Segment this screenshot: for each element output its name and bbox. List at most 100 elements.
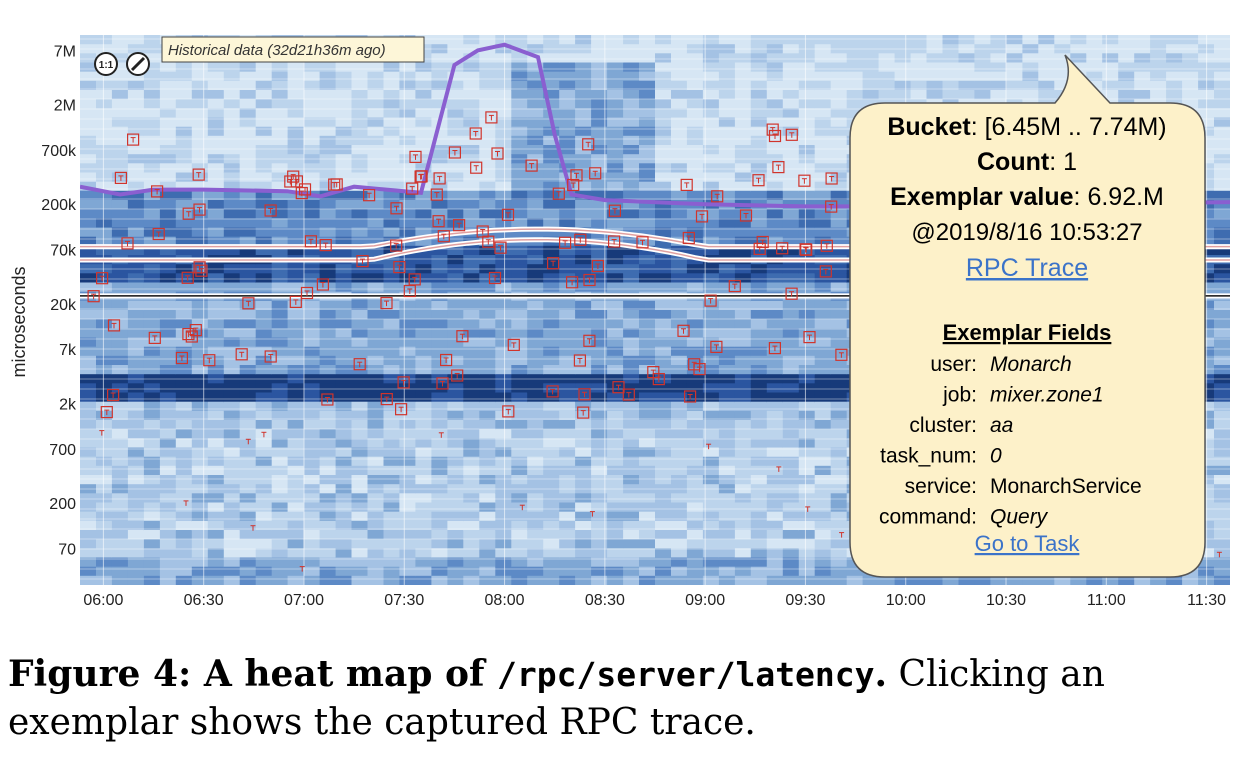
exemplar-marker[interactable] [803,331,816,344]
exemplar-marker[interactable] [583,334,596,347]
exemplar-marker[interactable] [289,295,302,308]
exemplar-marker[interactable] [825,200,838,213]
exemplar-marker[interactable] [403,284,416,298]
go-to-task-link[interactable]: Go to Task [975,531,1081,556]
exemplar-marker[interactable] [491,147,504,160]
exemplar-marker[interactable] [820,239,833,252]
exemplar-marker[interactable] [652,373,665,386]
exemplar-marker[interactable] [415,170,428,183]
exemplar-marker[interactable] [316,278,329,291]
exemplar-marker[interactable] [819,265,832,278]
exemplar-marker[interactable] [448,146,461,159]
exemplar-marker[interactable] [456,330,469,343]
exemplar-marker[interactable] [300,286,314,300]
exemplar-marker[interactable] [395,403,408,416]
exemplar-marker[interactable] [408,273,421,286]
exemplar-marker[interactable] [501,208,515,221]
exemplar-marker[interactable] [570,169,583,182]
exemplar-marker[interactable] [436,377,449,390]
exemplar-marker[interactable] [397,376,410,389]
exemplar-marker[interactable] [290,175,303,188]
exemplar-marker[interactable] [192,168,205,181]
exemplar-marker[interactable] [438,432,444,438]
exemplar-marker[interactable] [261,431,267,438]
exemplar-marker[interactable] [393,261,406,274]
exemplar-marker[interactable] [353,358,366,371]
exemplar-marker[interactable] [589,167,602,180]
exemplar-marker[interactable] [753,242,766,255]
exemplar-marker[interactable] [825,172,838,185]
exemplar-marker[interactable] [565,276,579,289]
exemplar-marker[interactable] [710,340,723,353]
exemplar-marker[interactable] [695,210,709,223]
exemplar-marker[interactable] [776,466,782,472]
exemplar-marker[interactable] [578,388,591,401]
exemplar-marker[interactable] [250,525,256,531]
exemplar-marker[interactable] [612,381,625,394]
exemplar-marker[interactable] [546,385,559,398]
exemplar-marker[interactable] [299,566,305,572]
exemplar-marker[interactable] [203,354,216,367]
exemplar-marker[interactable] [183,500,189,506]
exemplar-marker[interactable] [100,406,113,419]
exemplar-marker[interactable] [195,264,208,277]
exemplar-marker[interactable] [121,237,134,250]
exemplar-marker[interactable] [752,174,765,187]
exemplar-marker[interactable] [583,273,596,287]
exemplar-marker[interactable] [482,235,495,248]
exemplar-marker[interactable] [768,342,782,355]
exemplar-marker[interactable] [607,235,621,248]
exemplar-marker[interactable] [574,233,587,246]
exemplar-marker[interactable] [507,338,520,351]
exemplar-marker[interactable] [380,297,393,310]
exemplar-marker[interactable] [330,178,343,191]
exemplar-marker[interactable] [682,231,695,245]
exemplar-marker[interactable] [193,203,206,216]
exemplar-marker[interactable] [182,328,195,341]
exemplar-marker[interactable] [298,183,312,196]
exemplar-marker[interactable] [799,243,812,256]
exemplar-marker[interactable] [152,227,165,241]
exemplar-marker[interactable] [151,185,164,198]
exemplar-marker[interactable] [573,354,587,367]
exemplar-marker[interactable] [525,159,538,172]
exemplar-marker[interactable] [577,406,590,419]
exemplar-marker[interactable] [432,215,445,228]
exemplar-marker[interactable] [363,189,376,202]
exemplar-marker[interactable] [488,271,502,285]
exemplar-marker[interactable] [494,241,507,254]
exemplar-marker[interactable] [739,209,753,222]
exemplar-marker[interactable] [264,204,277,217]
exemplar-marker[interactable] [711,190,724,203]
exemplar-marker[interactable] [356,255,369,268]
exemplar-marker[interactable] [785,128,798,141]
exemplar-marker[interactable] [242,297,255,310]
exemplar-marker[interactable] [776,242,789,255]
exemplar-marker[interactable] [430,188,443,201]
exemplar-marker[interactable] [785,287,798,300]
exemplar-marker[interactable] [264,350,277,363]
exemplar-marker[interactable] [107,319,121,332]
exemplar-marker[interactable] [433,172,446,185]
exemplar-marker[interactable] [591,259,605,273]
exemplar-marker[interactable] [772,161,785,174]
exemplar-marker[interactable] [636,236,649,249]
exemplar-marker[interactable] [245,438,251,445]
exemplar-marker[interactable] [706,443,712,450]
exemplar-marker[interactable] [148,331,161,344]
exemplar-marker[interactable] [470,161,483,174]
exemplar-marker[interactable] [756,235,769,249]
exemplar-marker[interactable] [519,504,525,511]
exemplar-marker[interactable] [622,388,635,401]
exemplar-marker[interactable] [319,239,332,252]
exemplar-marker[interactable] [608,204,622,217]
exemplar-marker[interactable] [688,358,701,371]
exemplar-marker[interactable] [451,369,464,382]
exemplar-marker[interactable] [469,127,482,140]
exemplar-marker[interactable] [321,393,334,406]
exemplar-marker[interactable] [95,272,109,285]
exemplar-marker[interactable] [798,174,811,187]
exemplar-marker[interactable] [99,430,105,436]
exemplar-marker[interactable] [380,393,393,406]
edit-pencil-button[interactable] [126,52,150,76]
